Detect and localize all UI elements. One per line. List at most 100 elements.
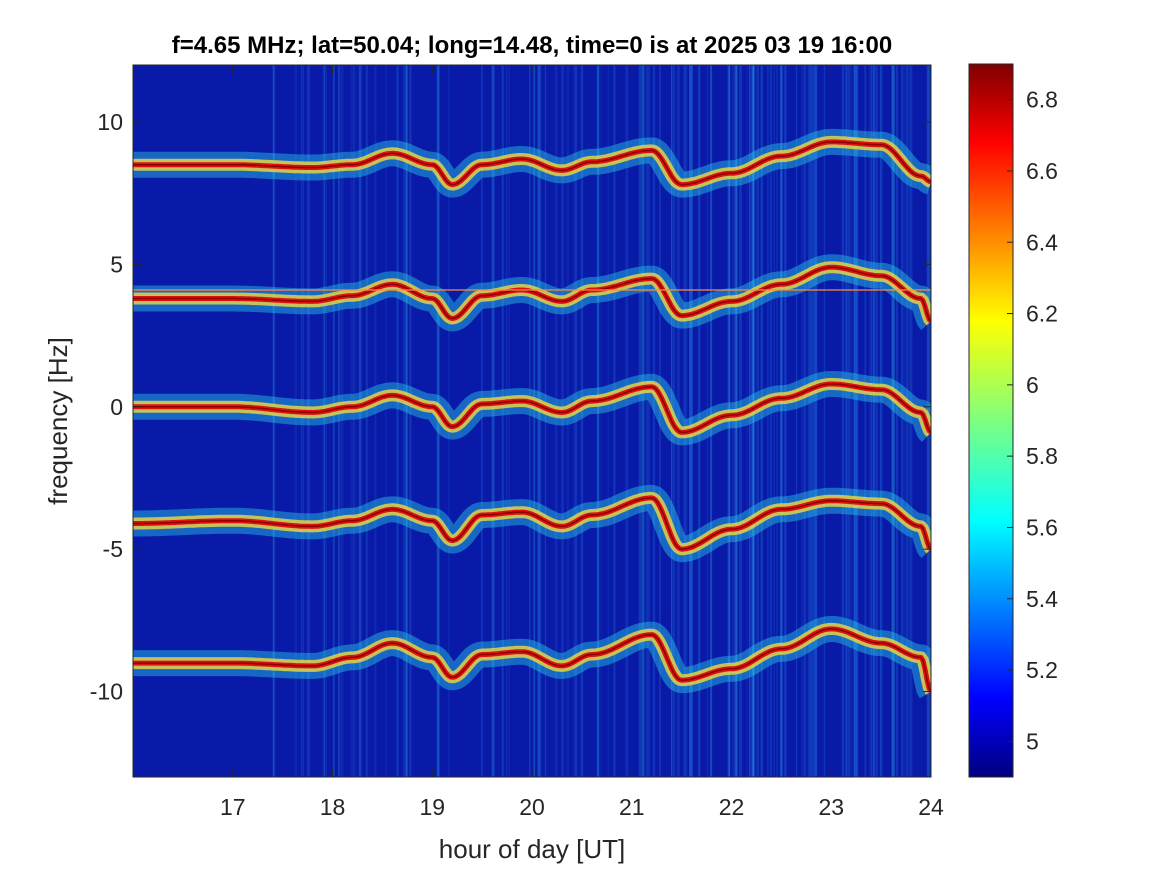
trace-core <box>133 383 931 434</box>
noise-stripe <box>365 65 368 777</box>
x-tick-label: 19 <box>419 794 445 820</box>
noise-stripe <box>688 65 692 777</box>
noise-stripe <box>901 65 904 777</box>
noise-stripe <box>871 65 873 777</box>
noise-stripe <box>869 65 873 777</box>
noise-stripe <box>374 65 377 777</box>
noise-stripe <box>561 65 564 777</box>
colorbar-tick-label: 6.6 <box>1026 158 1058 184</box>
noise-stripe <box>875 65 878 777</box>
noise-stripe <box>845 65 848 777</box>
colorbar-tick-label: 6.2 <box>1026 301 1058 327</box>
noise-stripe <box>491 65 494 777</box>
noise-stripe <box>302 65 304 777</box>
x-tick-label: 23 <box>818 794 844 820</box>
noise-stripe <box>405 65 408 777</box>
trace-layer <box>133 128 931 702</box>
noise-stripe <box>784 65 787 777</box>
noise-stripe <box>812 65 815 777</box>
y-tick-label: 5 <box>110 251 123 277</box>
noise-stripe <box>873 65 875 777</box>
noise-stripe <box>880 65 883 777</box>
noise-stripe <box>845 65 848 777</box>
colorbar-tick-label: 5 <box>1026 728 1039 754</box>
noise-stripe <box>607 65 609 777</box>
noise-stripe <box>856 65 859 777</box>
noise-stripe <box>350 65 352 777</box>
noise-stripe <box>776 65 778 777</box>
colorbar-tick-label: 5.6 <box>1026 514 1058 540</box>
noise-stripe <box>810 65 813 777</box>
noise-stripe <box>325 65 327 777</box>
noise-stripe <box>751 65 755 777</box>
noise-stripe <box>537 65 541 777</box>
noise-stripe <box>903 65 907 777</box>
noise-stripe <box>685 65 688 777</box>
noise-stripe <box>690 65 693 777</box>
noise-stripe <box>854 65 858 777</box>
trace-core <box>133 628 931 692</box>
noise-stripe <box>842 65 844 777</box>
noise-stripe <box>795 65 798 777</box>
noise-stripe <box>323 65 326 777</box>
noise-stripe <box>641 65 644 777</box>
noise-stripe <box>739 65 742 777</box>
x-tick-label: 17 <box>220 794 246 820</box>
noise-stripe <box>756 65 759 777</box>
noise-stripe <box>853 65 855 777</box>
noise-stripe <box>598 65 600 777</box>
noise-stripe <box>505 65 508 777</box>
noise-stripe <box>480 65 484 777</box>
noise-stripe <box>533 65 536 777</box>
noise-stripe <box>308 65 311 777</box>
colorbar-tick-label: 6.8 <box>1026 87 1058 113</box>
noise-stripe <box>403 65 407 777</box>
noise-stripe <box>501 65 504 777</box>
y-tick-label: -5 <box>103 536 123 562</box>
noise-stripe <box>807 65 811 777</box>
noise-stripe <box>823 65 826 777</box>
noise-stripe <box>850 65 852 777</box>
noise-stripe <box>566 65 570 777</box>
colorbar-tick-label: 5.8 <box>1026 443 1058 469</box>
colorbar-ticks: 6.8 6.6 6.4 6.2 6 5.8 5.6 5.4 5.2 5 <box>1007 87 1058 754</box>
noise-stripe <box>574 65 577 777</box>
noise-stripe <box>855 65 858 777</box>
noise-stripe <box>901 65 903 777</box>
noise-stripe <box>752 65 756 777</box>
noise-stripe <box>752 65 755 777</box>
noise-stripe <box>814 65 818 777</box>
noise-stripe <box>864 65 867 777</box>
y-tick-label: 0 <box>110 394 123 420</box>
noise-stripe <box>735 65 738 777</box>
noise-stripe <box>322 65 325 777</box>
noise-stripe <box>847 65 851 777</box>
noise-stripe <box>906 65 909 777</box>
colorbar-tick-label: 6 <box>1026 372 1039 398</box>
noise-stripe <box>642 65 645 777</box>
noise-stripe <box>352 65 355 777</box>
noise-stripe <box>294 65 298 777</box>
noise-stripe <box>508 65 510 777</box>
noise-stripe <box>273 65 276 777</box>
noise-stripe <box>307 65 310 777</box>
noise-stripe <box>492 65 495 777</box>
y-axis-label: frequency [Hz] <box>43 337 73 505</box>
x-tick-label: 22 <box>719 794 745 820</box>
noise-stripe <box>697 65 700 777</box>
noise-stripe <box>891 65 894 777</box>
x-tick-label: 24 <box>918 794 944 820</box>
noise-stripe <box>735 65 738 777</box>
noise-stripe <box>809 65 813 777</box>
noise-stripe <box>659 65 661 777</box>
x-tick-label: 20 <box>519 794 545 820</box>
noise-stripe <box>625 65 629 777</box>
trace-core <box>133 497 931 550</box>
noise-stripe <box>652 65 656 777</box>
x-tick-label: 18 <box>320 794 346 820</box>
noise-stripe <box>528 65 531 777</box>
noise-stripe <box>580 65 584 777</box>
y-tick-label: -10 <box>90 679 123 705</box>
colorbar-tick-label: 6.4 <box>1026 229 1058 255</box>
noise-stripe <box>773 65 775 777</box>
